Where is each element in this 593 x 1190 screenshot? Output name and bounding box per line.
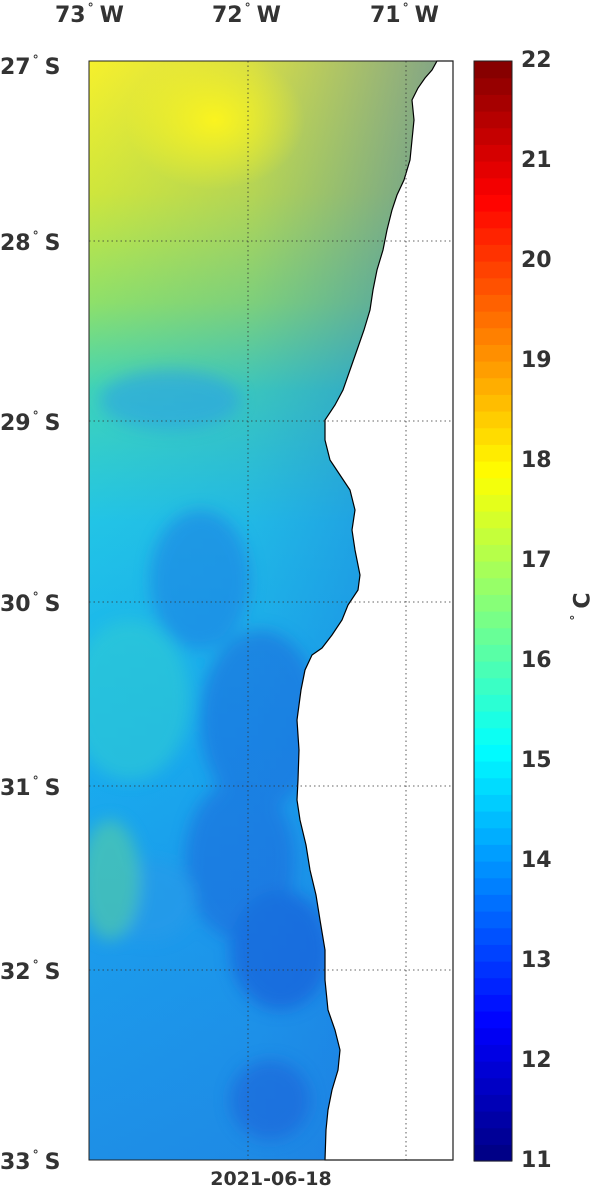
colorbar-strip bbox=[474, 327, 512, 345]
colorbar-strip bbox=[474, 261, 512, 279]
colorbar-strip bbox=[474, 361, 512, 379]
colorbar-strip bbox=[474, 661, 512, 679]
colorbar-strip bbox=[474, 977, 512, 995]
colorbar-strip bbox=[474, 127, 512, 145]
colorbar-strip bbox=[474, 1077, 512, 1095]
colorbar-strip bbox=[474, 377, 512, 395]
colorbar-tick-17: 17 bbox=[521, 548, 552, 573]
colorbar-strip bbox=[474, 677, 512, 695]
colorbar-strips bbox=[474, 61, 512, 1162]
colorbar-strip bbox=[474, 727, 512, 745]
lon-label-72w: 72 ° W bbox=[212, 1, 281, 28]
colorbar-strip bbox=[474, 894, 512, 912]
colorbar-strip bbox=[474, 344, 512, 362]
colorbar-strip bbox=[474, 94, 512, 112]
colorbar-tick-22: 22 bbox=[521, 48, 552, 73]
colorbar-strip bbox=[474, 144, 512, 162]
colorbar-strip bbox=[474, 244, 512, 262]
colorbar-strip bbox=[474, 944, 512, 962]
colorbar-strip bbox=[474, 644, 512, 662]
colorbar-strip bbox=[474, 611, 512, 629]
colorbar-strip bbox=[474, 227, 512, 245]
lon-label-71w: 71 ° W bbox=[370, 1, 439, 28]
colorbar-strip bbox=[474, 761, 512, 779]
colorbar-tick-14: 14 bbox=[521, 848, 552, 873]
colorbar-strip bbox=[474, 61, 512, 79]
graticule bbox=[89, 61, 453, 1160]
lat-label-33s: 33 ° S bbox=[0, 1148, 61, 1175]
date-label: 2021-06-18 bbox=[210, 1168, 332, 1190]
map-frame bbox=[88, 60, 454, 1161]
colorbar-strip bbox=[474, 811, 512, 829]
colorbar-strip bbox=[474, 177, 512, 195]
colorbar-strip bbox=[474, 1011, 512, 1029]
colorbar-tick-16: 16 bbox=[521, 648, 552, 673]
lat-label-29s: 29 ° S bbox=[0, 409, 61, 436]
colorbar-strip bbox=[474, 1027, 512, 1045]
colorbar-strip bbox=[474, 744, 512, 762]
colorbar-tick-18: 18 bbox=[521, 448, 552, 473]
colorbar-strip bbox=[474, 694, 512, 712]
colorbar-strip bbox=[474, 711, 512, 729]
colorbar-strip bbox=[474, 394, 512, 412]
colorbar-frame bbox=[473, 60, 513, 1162]
colorbar-strip bbox=[474, 77, 512, 95]
colorbar-tick-11: 11 bbox=[521, 1148, 552, 1173]
colorbar-strip bbox=[474, 844, 512, 862]
colorbar-tick-19: 19 bbox=[521, 348, 552, 373]
colorbar-strip bbox=[474, 994, 512, 1012]
colorbar-strip bbox=[474, 311, 512, 329]
colorbar-strip bbox=[474, 194, 512, 212]
colorbar-unit-label: °C bbox=[568, 592, 593, 621]
colorbar-strip bbox=[474, 211, 512, 229]
colorbar-tick-20: 20 bbox=[521, 248, 552, 273]
colorbar-strip bbox=[474, 111, 512, 129]
colorbar-strip bbox=[474, 911, 512, 929]
colorbar-strip bbox=[474, 1111, 512, 1129]
colorbar-strip bbox=[474, 527, 512, 545]
colorbar-strip bbox=[474, 961, 512, 979]
lat-label-32s: 32 ° S bbox=[0, 958, 61, 985]
colorbar-strip bbox=[474, 627, 512, 645]
colorbar-strip bbox=[474, 927, 512, 945]
colorbar-tick-12: 12 bbox=[521, 1048, 552, 1073]
colorbar-strip bbox=[474, 294, 512, 312]
colorbar-strip bbox=[474, 461, 512, 479]
colorbar-strip bbox=[474, 827, 512, 845]
colorbar-strip bbox=[474, 1061, 512, 1079]
colorbar-strip bbox=[474, 1044, 512, 1062]
colorbar-strip bbox=[474, 1127, 512, 1145]
colorbar-strip bbox=[474, 494, 512, 512]
colorbar-strip bbox=[474, 594, 512, 612]
lat-label-30s: 30 ° S bbox=[0, 590, 61, 617]
lat-label-27s: 27 ° S bbox=[0, 53, 61, 80]
colorbar-tick-21: 21 bbox=[521, 148, 552, 173]
lat-label-28s: 28 ° S bbox=[0, 229, 61, 256]
colorbar-strip bbox=[474, 877, 512, 895]
colorbar-tick-15: 15 bbox=[521, 748, 552, 773]
colorbar-strip bbox=[474, 561, 512, 579]
colorbar-strip bbox=[474, 444, 512, 462]
colorbar-strip bbox=[474, 161, 512, 179]
colorbar-strip bbox=[474, 411, 512, 429]
land-mass bbox=[296, 60, 454, 1161]
colorbar-strip bbox=[474, 511, 512, 529]
colorbar-tick-13: 13 bbox=[521, 948, 552, 973]
lon-label-73w: 73 ° W bbox=[55, 1, 124, 28]
colorbar-strip bbox=[474, 1094, 512, 1112]
colorbar-strip bbox=[474, 544, 512, 562]
colorbar-strip bbox=[474, 427, 512, 445]
colorbar-strip bbox=[474, 777, 512, 795]
colorbar-strip bbox=[474, 477, 512, 495]
colorbar-strip bbox=[474, 861, 512, 879]
colorbar-strip bbox=[474, 277, 512, 295]
lat-label-31s: 31 ° S bbox=[0, 774, 61, 801]
colorbar-strip bbox=[474, 1144, 512, 1162]
colorbar-strip bbox=[474, 794, 512, 812]
colorbar-strip bbox=[474, 577, 512, 595]
